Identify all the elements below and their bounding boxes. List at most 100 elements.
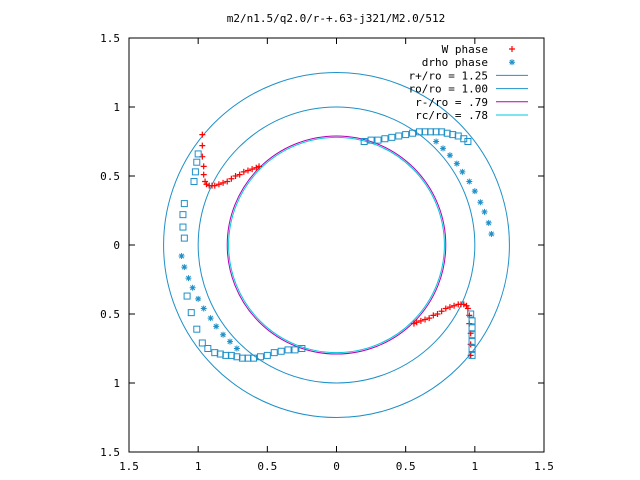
point-0-41 <box>410 320 417 327</box>
point-0-32 <box>446 304 453 311</box>
point-2-51 <box>468 345 476 352</box>
point-2-35 <box>409 129 417 137</box>
point-0-3 <box>200 163 207 170</box>
point-0-5 <box>202 178 209 185</box>
point-0-35 <box>434 311 441 317</box>
point-0-33 <box>442 305 449 312</box>
point-2-19 <box>270 349 278 357</box>
circle-3 <box>228 136 445 354</box>
point-0-16 <box>240 168 247 175</box>
point-2-27 <box>194 150 202 158</box>
point-0-6 <box>203 181 210 188</box>
point-2-26 <box>193 158 201 166</box>
point-2-28 <box>360 138 368 145</box>
point-2-0 <box>180 200 188 208</box>
point-2-52 <box>468 351 476 359</box>
point-2-5 <box>187 309 195 317</box>
point-2-21 <box>284 346 292 354</box>
data-series <box>178 128 495 362</box>
series-0 <box>199 131 474 359</box>
point-2-6 <box>193 325 201 333</box>
point-1-0 <box>433 138 440 145</box>
point-1-4 <box>459 168 466 175</box>
point-0-15 <box>236 171 243 178</box>
point-1-8 <box>481 208 488 215</box>
legend-swatch-1 <box>509 59 515 66</box>
point-2-3 <box>180 234 188 242</box>
point-1-14 <box>213 323 220 330</box>
point-2-7 <box>198 339 206 347</box>
legend-label-5: rc/ro = .78 <box>415 109 488 122</box>
legend-label-0: W phase <box>442 43 488 56</box>
point-1-6 <box>471 188 478 195</box>
circle-1 <box>197 106 476 384</box>
point-0-20 <box>256 163 263 170</box>
point-0-40 <box>413 319 420 326</box>
point-0-0 <box>199 131 206 138</box>
point-1-21 <box>178 253 185 260</box>
circle-0 <box>163 72 510 418</box>
point-1-20 <box>181 264 188 271</box>
point-0-37 <box>426 315 433 322</box>
x-tick-label-0: 1.5 <box>119 460 139 473</box>
point-0-26 <box>464 305 471 312</box>
point-0-14 <box>232 173 239 179</box>
point-0-18 <box>249 166 256 173</box>
point-0-10 <box>215 181 222 188</box>
x-tick-label-4: 0.5 <box>396 460 416 473</box>
point-0-4 <box>200 171 207 178</box>
point-2-23 <box>298 345 306 352</box>
y-tick-label-0: 1.5 <box>100 32 120 45</box>
point-2-46 <box>467 310 475 318</box>
point-0-39 <box>417 317 424 324</box>
legend-label-1: drho phase <box>422 56 488 69</box>
point-2-20 <box>277 347 285 355</box>
point-2-22 <box>291 346 299 354</box>
legend-label-2: r+/ro = 1.25 <box>409 69 488 82</box>
legend-swatch-0 <box>509 46 515 52</box>
point-1-11 <box>233 345 240 352</box>
point-2-18 <box>263 351 271 359</box>
chart-title: m2/n1.5/q2.0/r-+.63-j321/M2.0/512 <box>227 12 446 25</box>
point-1-18 <box>189 284 196 291</box>
point-0-12 <box>224 178 231 185</box>
point-1-17 <box>195 295 202 302</box>
point-0-11 <box>220 179 227 186</box>
circle-2 <box>226 135 447 355</box>
point-2-32 <box>388 133 396 141</box>
point-2-8 <box>204 345 212 352</box>
point-0-38 <box>422 316 429 323</box>
point-0-34 <box>438 308 445 315</box>
y-tick-label-3: 0 <box>113 239 120 252</box>
x-tick-label-2: 0.5 <box>257 460 277 473</box>
series-2 <box>179 128 476 362</box>
point-2-30 <box>374 136 382 144</box>
point-2-4 <box>183 292 191 300</box>
point-2-25 <box>191 168 199 176</box>
x-tick-label-6: 1.5 <box>534 460 554 473</box>
point-1-7 <box>477 199 484 206</box>
x-tick-label-5: 1 <box>472 460 479 473</box>
y-tick-label-4: 0.5 <box>100 308 120 321</box>
point-2-47 <box>468 317 476 325</box>
point-1-16 <box>200 305 207 312</box>
point-1-3 <box>453 160 460 167</box>
point-1-5 <box>466 178 473 185</box>
point-1-9 <box>485 219 492 226</box>
point-0-36 <box>430 312 437 319</box>
point-2-2 <box>179 223 187 231</box>
point-1-1 <box>440 145 447 152</box>
point-0-30 <box>455 301 462 308</box>
legend-label-3: ro/ro = 1.00 <box>409 83 488 96</box>
point-0-9 <box>211 182 218 189</box>
series-1 <box>178 138 495 352</box>
y-tick-label-5: 1 <box>113 377 120 390</box>
point-2-49 <box>468 331 476 339</box>
point-0-13 <box>228 175 235 182</box>
y-tick-label-6: 1.5 <box>100 446 120 459</box>
reference-circles <box>163 72 510 418</box>
point-0-31 <box>451 302 458 309</box>
point-1-13 <box>220 331 227 338</box>
